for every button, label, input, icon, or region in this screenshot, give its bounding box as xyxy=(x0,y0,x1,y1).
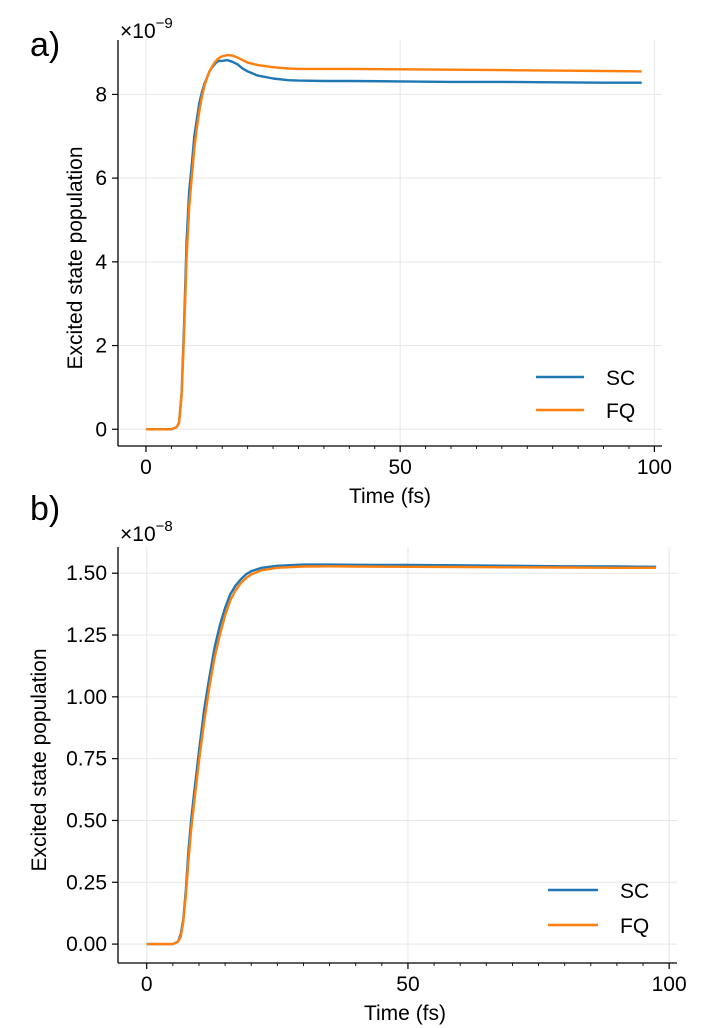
legend-label-sc: SC xyxy=(606,367,635,390)
x-axis-label: Time (fs) xyxy=(364,1002,446,1025)
panel-a: a) ×10−9 0 50 100 0 2 4 6 8 Time (fs) Excited s… xyxy=(30,15,672,508)
y-tick-label: 0.25 xyxy=(66,871,107,894)
ticks: 0 50 100 0 2 4 6 8 xyxy=(95,83,672,479)
x-axis-label: Time (fs) xyxy=(349,485,431,508)
y-tick-label: 1.00 xyxy=(66,686,107,709)
x-tick-label: 100 xyxy=(652,973,687,996)
y-tick-label: 1.25 xyxy=(66,624,107,647)
offset-base: ×10 xyxy=(120,20,156,43)
series-line-fq xyxy=(146,565,657,946)
y-tick-label: 0.75 xyxy=(66,748,107,771)
y-tick-label: 2 xyxy=(95,335,107,358)
x-tick-label: 50 xyxy=(396,973,419,996)
series-group xyxy=(146,53,642,431)
y-tick-label: 4 xyxy=(95,251,107,274)
y-axis-label: Excited state population xyxy=(28,649,51,872)
axes xyxy=(117,547,677,964)
x-tick-label: 50 xyxy=(388,456,411,479)
grid xyxy=(118,40,662,446)
y-offset-text: ×10−8 xyxy=(120,518,173,546)
x-tick-label: 0 xyxy=(141,973,153,996)
y-offset-text: ×10−9 xyxy=(120,15,173,43)
ticks: 0 50 100 0.00 0.25 0.50 0.75 1.00 1.25 1.50 xyxy=(66,562,687,996)
panel-label: a) xyxy=(30,26,60,64)
legend: SC FQ xyxy=(536,367,635,423)
series-group xyxy=(146,563,657,946)
panel-label: b) xyxy=(30,490,60,528)
axes xyxy=(117,40,662,447)
y-tick-label: 8 xyxy=(95,83,107,106)
series-line-sc xyxy=(146,58,642,431)
y-tick-label: 6 xyxy=(95,167,107,190)
legend: SC FQ xyxy=(548,880,649,938)
legend-label-fq: FQ xyxy=(606,400,635,423)
offset-base: ×10 xyxy=(120,523,156,546)
legend-label-sc: SC xyxy=(620,880,649,903)
y-tick-label: 0.00 xyxy=(66,933,107,956)
y-axis-label: Excited state population xyxy=(64,147,87,370)
y-tick-label: 0 xyxy=(95,418,107,441)
series-line-fq xyxy=(146,53,642,431)
y-tick-label: 1.50 xyxy=(66,562,107,585)
offset-exponent: −9 xyxy=(156,15,173,32)
x-tick-label: 100 xyxy=(637,456,672,479)
y-tick-label: 0.50 xyxy=(66,809,107,832)
x-tick-label: 0 xyxy=(140,456,152,479)
legend-label-fq: FQ xyxy=(620,915,649,938)
panel-b: b) ×10−8 0 50 100 0.00 0.25 0.50 0.75 1.00 1.25 1… xyxy=(28,490,687,1025)
grid xyxy=(118,547,677,963)
offset-exponent: −8 xyxy=(156,518,173,535)
